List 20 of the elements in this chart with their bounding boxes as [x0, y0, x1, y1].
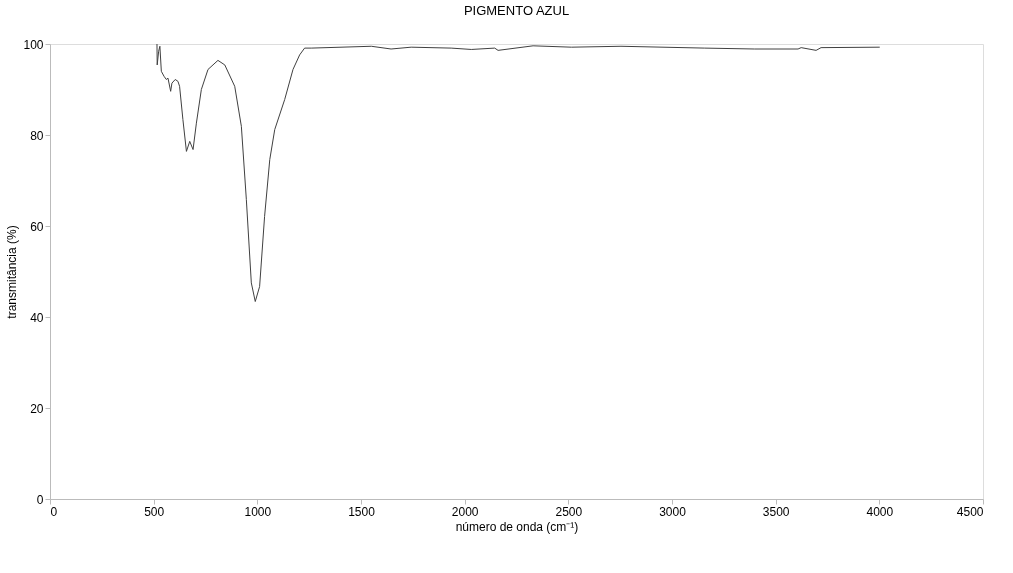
x-axis-title: número de onda (cm⁻¹)	[455, 519, 579, 534]
y-axis-title: transmitância (%)	[5, 225, 20, 319]
y-tick-label: 40	[30, 310, 44, 325]
chart-title: PIGMENTO AZUL	[463, 3, 570, 18]
x-tick-label: 0	[50, 504, 58, 519]
line-series	[156, 43, 881, 303]
x-tick-label: 1000	[244, 504, 272, 519]
x-tick-label: 2000	[451, 504, 479, 519]
y-tick-label: 0	[36, 492, 44, 507]
x-tick-label: 1500	[348, 504, 376, 519]
x-tick-label: 500	[144, 504, 165, 519]
x-tick-label: 4500	[956, 504, 984, 519]
y-tick-label: 20	[30, 401, 44, 416]
y-tick-label: 60	[30, 219, 44, 234]
x-tick-label: 3500	[762, 504, 790, 519]
y-tick-label: 100	[23, 37, 44, 52]
x-tick-label: 4000	[866, 504, 894, 519]
x-tick-label: 2500	[555, 504, 583, 519]
y-tick-label: 80	[30, 128, 44, 143]
x-tick-label: 3000	[659, 504, 687, 519]
